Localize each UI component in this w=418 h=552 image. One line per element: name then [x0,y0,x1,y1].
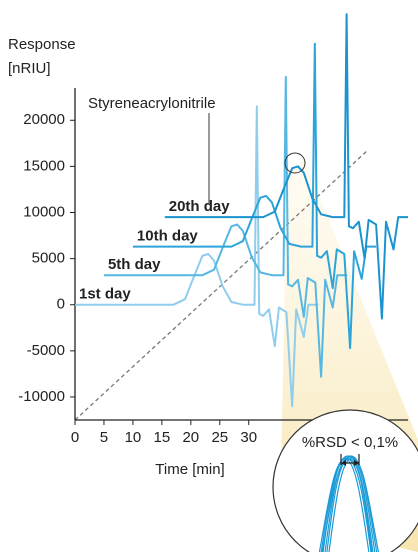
x-tick-label: 25 [211,429,228,446]
inset-label: %RSD < 0,1% [302,434,398,451]
y-tick-label: 20000 [23,111,65,128]
y-axis-label: [nRIU] [8,60,51,77]
y-tick-label: -10000 [18,388,65,405]
x-tick-label: 15 [154,429,171,446]
x-tick-label: 20 [182,429,199,446]
trace [164,13,408,320]
y-tick-label: 10000 [23,203,65,220]
legend-label: 20th day [169,198,231,215]
zoom-inset: %RSD < 0,1% [272,409,418,552]
trace [104,75,348,378]
y-tick-label: 15000 [23,157,65,174]
annotation: Styreneacrylonitrile [88,95,216,112]
zoom-marker [284,152,306,174]
inset-arrows [340,454,360,466]
y-axis-label: Response [8,36,76,53]
x-tick-label: 10 [125,429,142,446]
inset-peaks [317,455,381,552]
inset-circle [272,409,418,552]
y-tick-label: 0 [57,296,65,313]
plot-area: -10000 -5000 0 5000 10000 15000 20000 0 5 10 15 20 2… [18,13,408,446]
x-tick-label: 0 [71,429,79,446]
x-axis-label: Time [min] [155,461,224,478]
trace [132,42,377,350]
legend-label: 5th day [108,256,161,273]
legend-label: 1st day [79,286,131,303]
trace [75,105,319,408]
legend-label: 10th day [137,228,199,245]
y-tick-label: 5000 [32,250,65,267]
x-tick-label: 30 [240,429,257,446]
y-tick-label: -5000 [27,342,65,359]
x-tick-label: 5 [100,429,108,446]
